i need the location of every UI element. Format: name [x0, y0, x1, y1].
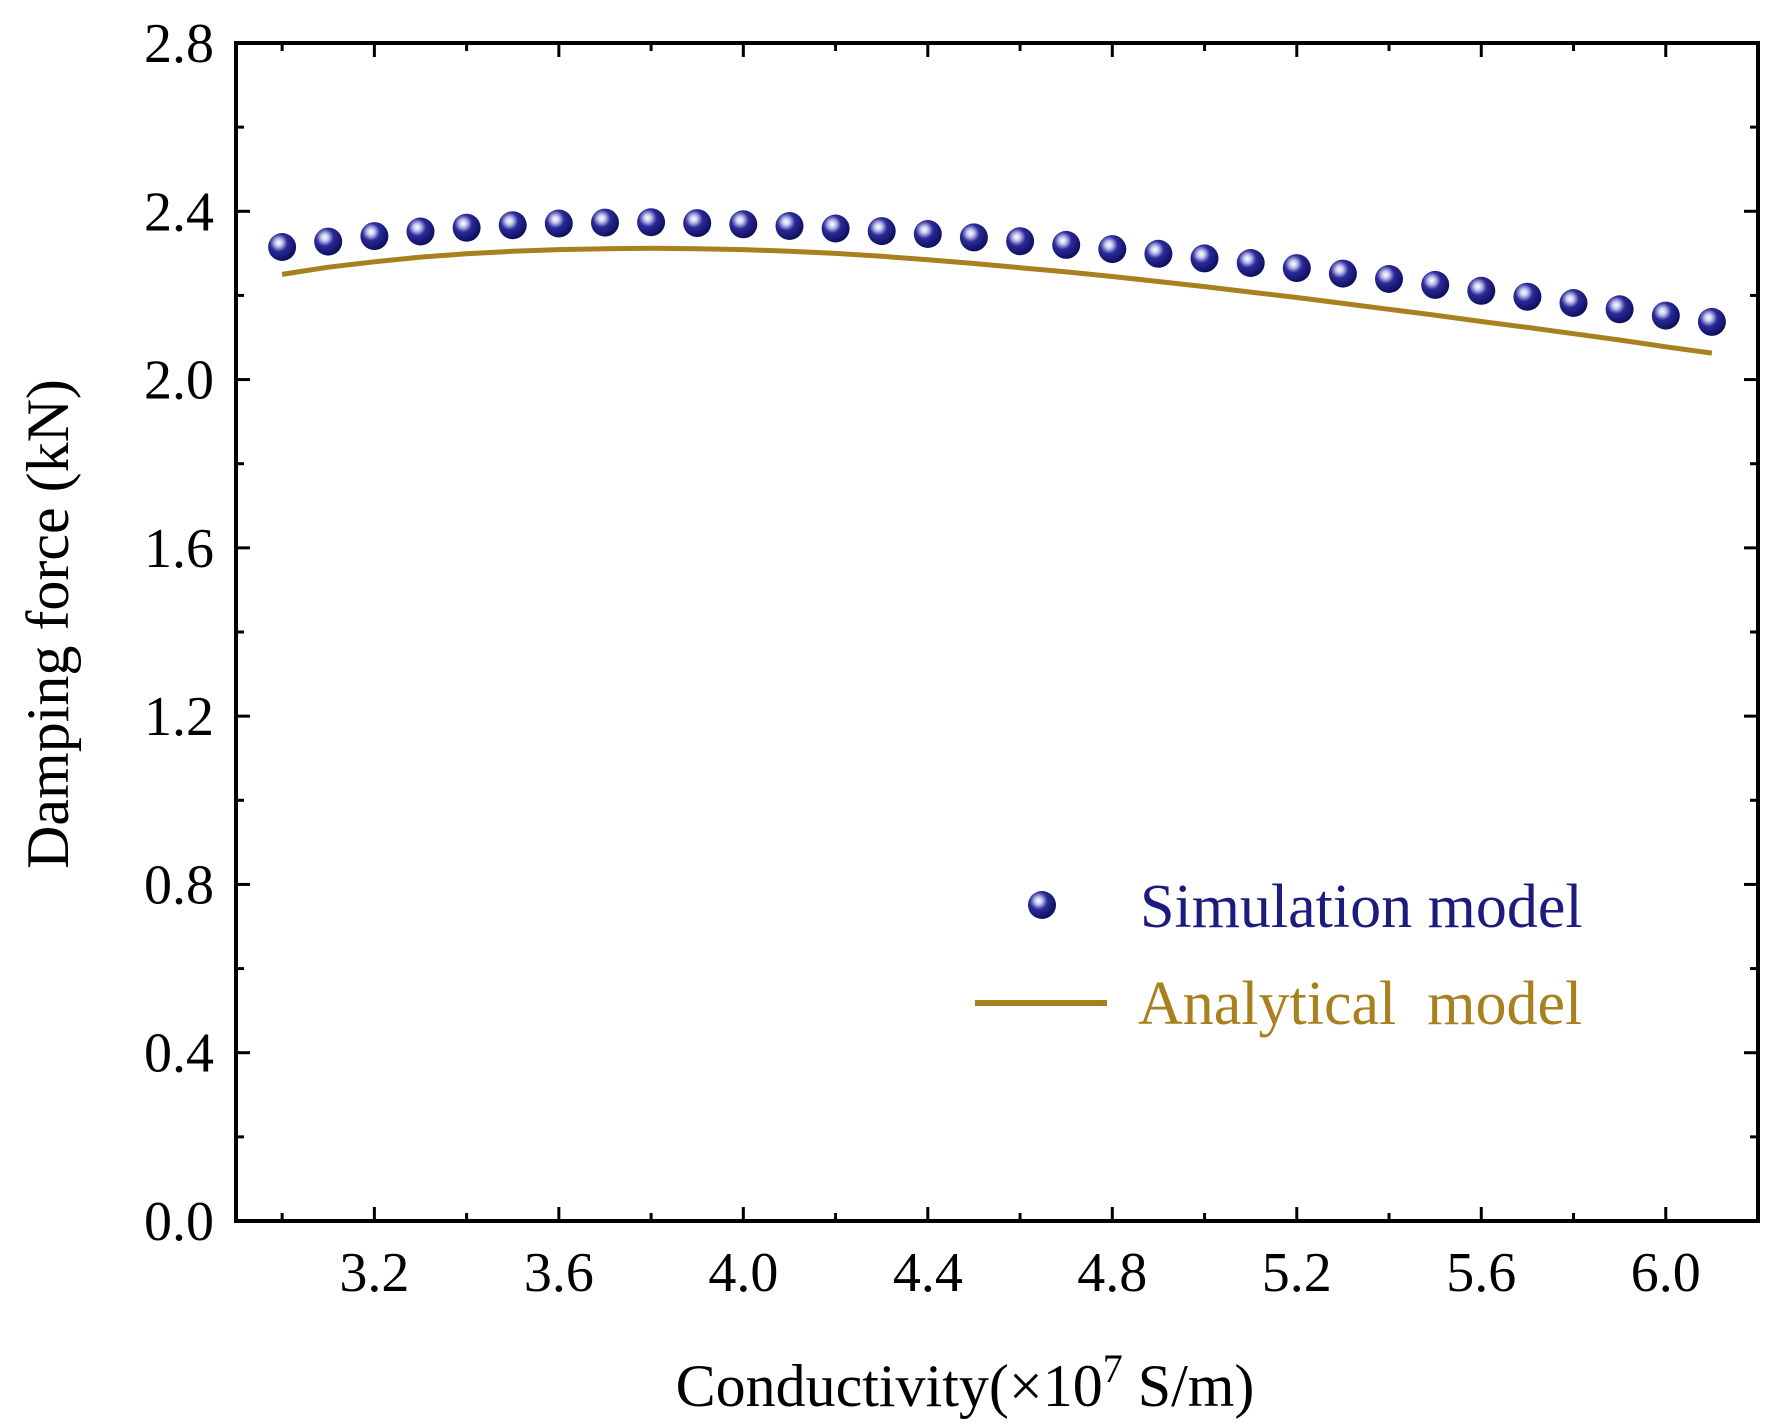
- y-tick-label: 0.0: [144, 1191, 214, 1253]
- y-tick-label: 2.0: [144, 350, 214, 412]
- simulation-point: [821, 214, 850, 243]
- y-tick-label: 0.4: [144, 1023, 214, 1085]
- simulation-point: [1605, 295, 1634, 324]
- y-tick-label: 1.2: [144, 686, 214, 748]
- simulation-point: [360, 222, 389, 251]
- simulation-point: [1467, 276, 1496, 305]
- x-axis-title-superscript: 7: [1103, 1346, 1123, 1391]
- x-tick-label: 5.2: [1262, 1242, 1332, 1304]
- y-tick-label: 1.6: [144, 518, 214, 580]
- y-tick-label: 2.8: [144, 13, 214, 75]
- simulation-point: [1697, 307, 1726, 336]
- simulation-point: [637, 208, 666, 237]
- simulation-point: [913, 220, 942, 248]
- simulation-point: [775, 212, 804, 240]
- simulation-point: [1282, 254, 1311, 283]
- simulation-point: [1328, 259, 1357, 288]
- simulation-point: [1052, 230, 1081, 259]
- x-tick-label: 3.2: [339, 1242, 409, 1304]
- x-axis-title-main: Conductivity(×10: [676, 1353, 1103, 1419]
- x-tick-label: 4.4: [893, 1242, 963, 1304]
- legend-label-analytical: Analytical model: [1138, 970, 1582, 1038]
- simulation-point: [544, 209, 573, 238]
- y-tick-label: 2.4: [144, 181, 214, 243]
- y-axis-title: Damping force (kN): [15, 379, 81, 869]
- analytical-model-line: [281, 245, 1713, 356]
- simulation-point: [314, 227, 343, 256]
- plot-area: [268, 208, 1726, 356]
- x-tick-label: 4.8: [1077, 1242, 1147, 1304]
- x-axis-title: Conductivity(×107 S/m): [676, 1346, 1255, 1419]
- simulation-point: [959, 223, 988, 252]
- x-tick-label: 3.6: [524, 1242, 594, 1304]
- simulation-point: [867, 217, 896, 246]
- x-tick-label: 4.0: [708, 1242, 778, 1304]
- simulation-point: [1651, 301, 1680, 330]
- simulation-point: [1559, 289, 1588, 317]
- simulation-point: [591, 208, 619, 237]
- simulation-point: [452, 213, 481, 242]
- legend: Simulation model Analytical model: [975, 873, 1583, 1038]
- simulation-point: [406, 217, 435, 246]
- simulation-point: [729, 210, 758, 239]
- simulation-point: [1236, 249, 1265, 277]
- simulation-point: [1006, 227, 1035, 256]
- simulation-point: [498, 211, 527, 240]
- axes: 0.0 0.4 0.8 1.2 1.6 2.0 2.4 2.8 3.2 3.6 4.0 4.4 4.8 5…: [144, 13, 1760, 1304]
- legend-label-simulation: Simulation model: [1140, 873, 1583, 941]
- simulation-point: [1375, 265, 1403, 293]
- simulation-point: [1144, 239, 1173, 268]
- simulation-point: [1098, 235, 1127, 264]
- simulation-point: [1190, 244, 1219, 273]
- x-tick-label: 6.0: [1631, 1242, 1701, 1304]
- y-tick-label: 0.8: [144, 854, 214, 916]
- simulation-point: [268, 233, 297, 261]
- simulation-point: [683, 209, 712, 238]
- simulation-point: [1421, 270, 1450, 299]
- legend-marker-simulation: [1028, 891, 1056, 919]
- x-tick-label: 5.6: [1446, 1242, 1516, 1304]
- simulation-point: [1513, 282, 1542, 311]
- x-axis-title-unit: S/m): [1123, 1353, 1255, 1419]
